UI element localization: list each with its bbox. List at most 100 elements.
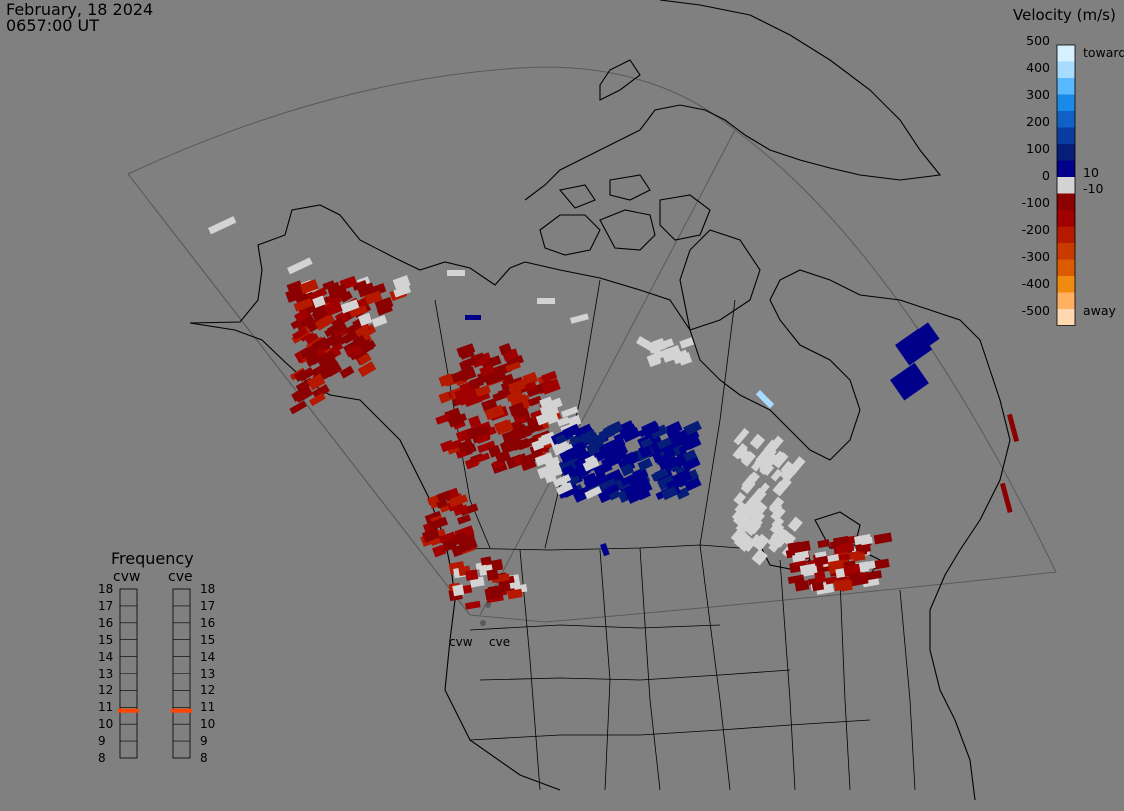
frequency-tick-label: 16 [98,615,114,630]
velocity-cell [484,586,503,600]
field-of-view-outline [127,66,1057,623]
velocity-cell [352,334,367,348]
velocity-cell [671,469,693,487]
velocity-cell [755,390,775,409]
velocity-color-segment [1057,61,1075,79]
velocity-cell [461,443,477,456]
velocity-color-segment [1057,276,1075,293]
velocity-cell [741,473,757,490]
velocity-cell [832,535,850,546]
velocity-tick-label: 100 [1026,141,1050,156]
velocity-cell [787,516,803,533]
velocity-cell [739,537,754,552]
velocity-cell [352,280,368,291]
velocity-cell [309,392,326,407]
velocity-cell [527,395,543,407]
velocity-cell [452,584,465,597]
frequency-marker-cve [171,708,192,713]
velocity-cell [435,413,452,425]
velocity-cell [305,351,321,366]
velocity-tick-label: 500 [1026,33,1050,48]
velocity-cell [506,354,524,368]
velocity-cell [477,440,496,454]
velocity-cell [576,486,591,499]
velocity-cell [208,216,237,235]
frequency-tick-label: 13 [200,666,216,681]
velocity-cell [665,425,681,440]
velocity-cell [683,420,702,436]
velocity-cell [749,501,768,521]
velocity-cell [569,434,583,446]
velocity-cell [358,338,375,355]
velocity-cell [641,420,660,437]
velocity-cell [567,414,582,428]
velocity-cell [817,539,831,549]
velocity-cell [828,559,844,570]
velocity-cell [364,290,383,305]
velocity-color-segment [1057,309,1075,326]
frequency-tick-label: 15 [98,632,114,647]
velocity-cell [733,492,747,506]
velocity-color-segment [1057,243,1075,260]
velocity-cell [600,444,620,461]
velocity-cell [833,578,851,592]
velocity-cell [297,367,315,382]
velocity-cell [624,484,641,499]
velocity-cell [779,463,798,483]
velocity-tick-label: -300 [1021,249,1050,264]
velocity-cell [768,496,785,513]
frequency-tick-label: 8 [98,751,106,765]
velocity-cell [838,553,851,562]
velocity-cell [357,352,372,366]
velocity-cell [534,452,554,467]
velocity-cell [456,343,476,358]
velocity-cell [872,558,890,570]
velocity-cell [376,304,393,316]
velocity-cell [771,516,785,530]
velocity-cell [573,423,593,438]
velocity-cell [309,287,328,302]
velocity-cell [508,402,526,417]
velocity-cell [287,257,313,275]
velocity-cell [620,423,637,436]
velocity-cell [472,356,488,368]
velocity-cell [600,453,621,470]
velocity-cell [509,393,529,408]
frequency-tick-label: 8 [200,751,208,765]
velocity-cell [681,456,701,472]
velocity-cell [662,444,676,459]
velocity-cell [860,536,873,546]
velocity-cell [326,281,341,293]
velocity-cell [371,314,388,328]
velocity-cell [552,474,572,488]
velocity-cell [651,468,669,482]
velocity-cell [426,494,441,506]
velocity-cell [640,437,653,449]
velocity-cell [857,560,876,571]
velocity-cell [561,406,579,418]
velocity-cell [509,580,521,589]
velocity-cell [890,362,929,401]
velocity-cell [541,370,558,383]
velocity-color-segment [1057,210,1075,227]
velocity-cell [670,453,688,467]
velocity-cell [324,300,343,317]
velocity-cell [599,478,617,492]
velocity-cell [864,570,883,581]
frequency-tick-label: 17 [98,598,114,613]
velocity-cell [497,387,511,399]
velocity-cell [559,448,577,464]
velocity-color-segment [1057,160,1075,178]
velocity-cell [749,533,763,548]
velocity-cell [327,284,348,301]
velocity-cell [340,299,360,314]
velocity-color-segment [1057,45,1075,62]
velocity-cell [735,515,754,535]
velocity-cell [526,385,545,398]
frequency-radar-cve: cve [168,569,193,585]
velocity-cell [510,427,527,442]
velocity-cell [474,425,490,437]
radar-site-cvw [480,620,486,626]
velocity-cell [750,487,767,505]
